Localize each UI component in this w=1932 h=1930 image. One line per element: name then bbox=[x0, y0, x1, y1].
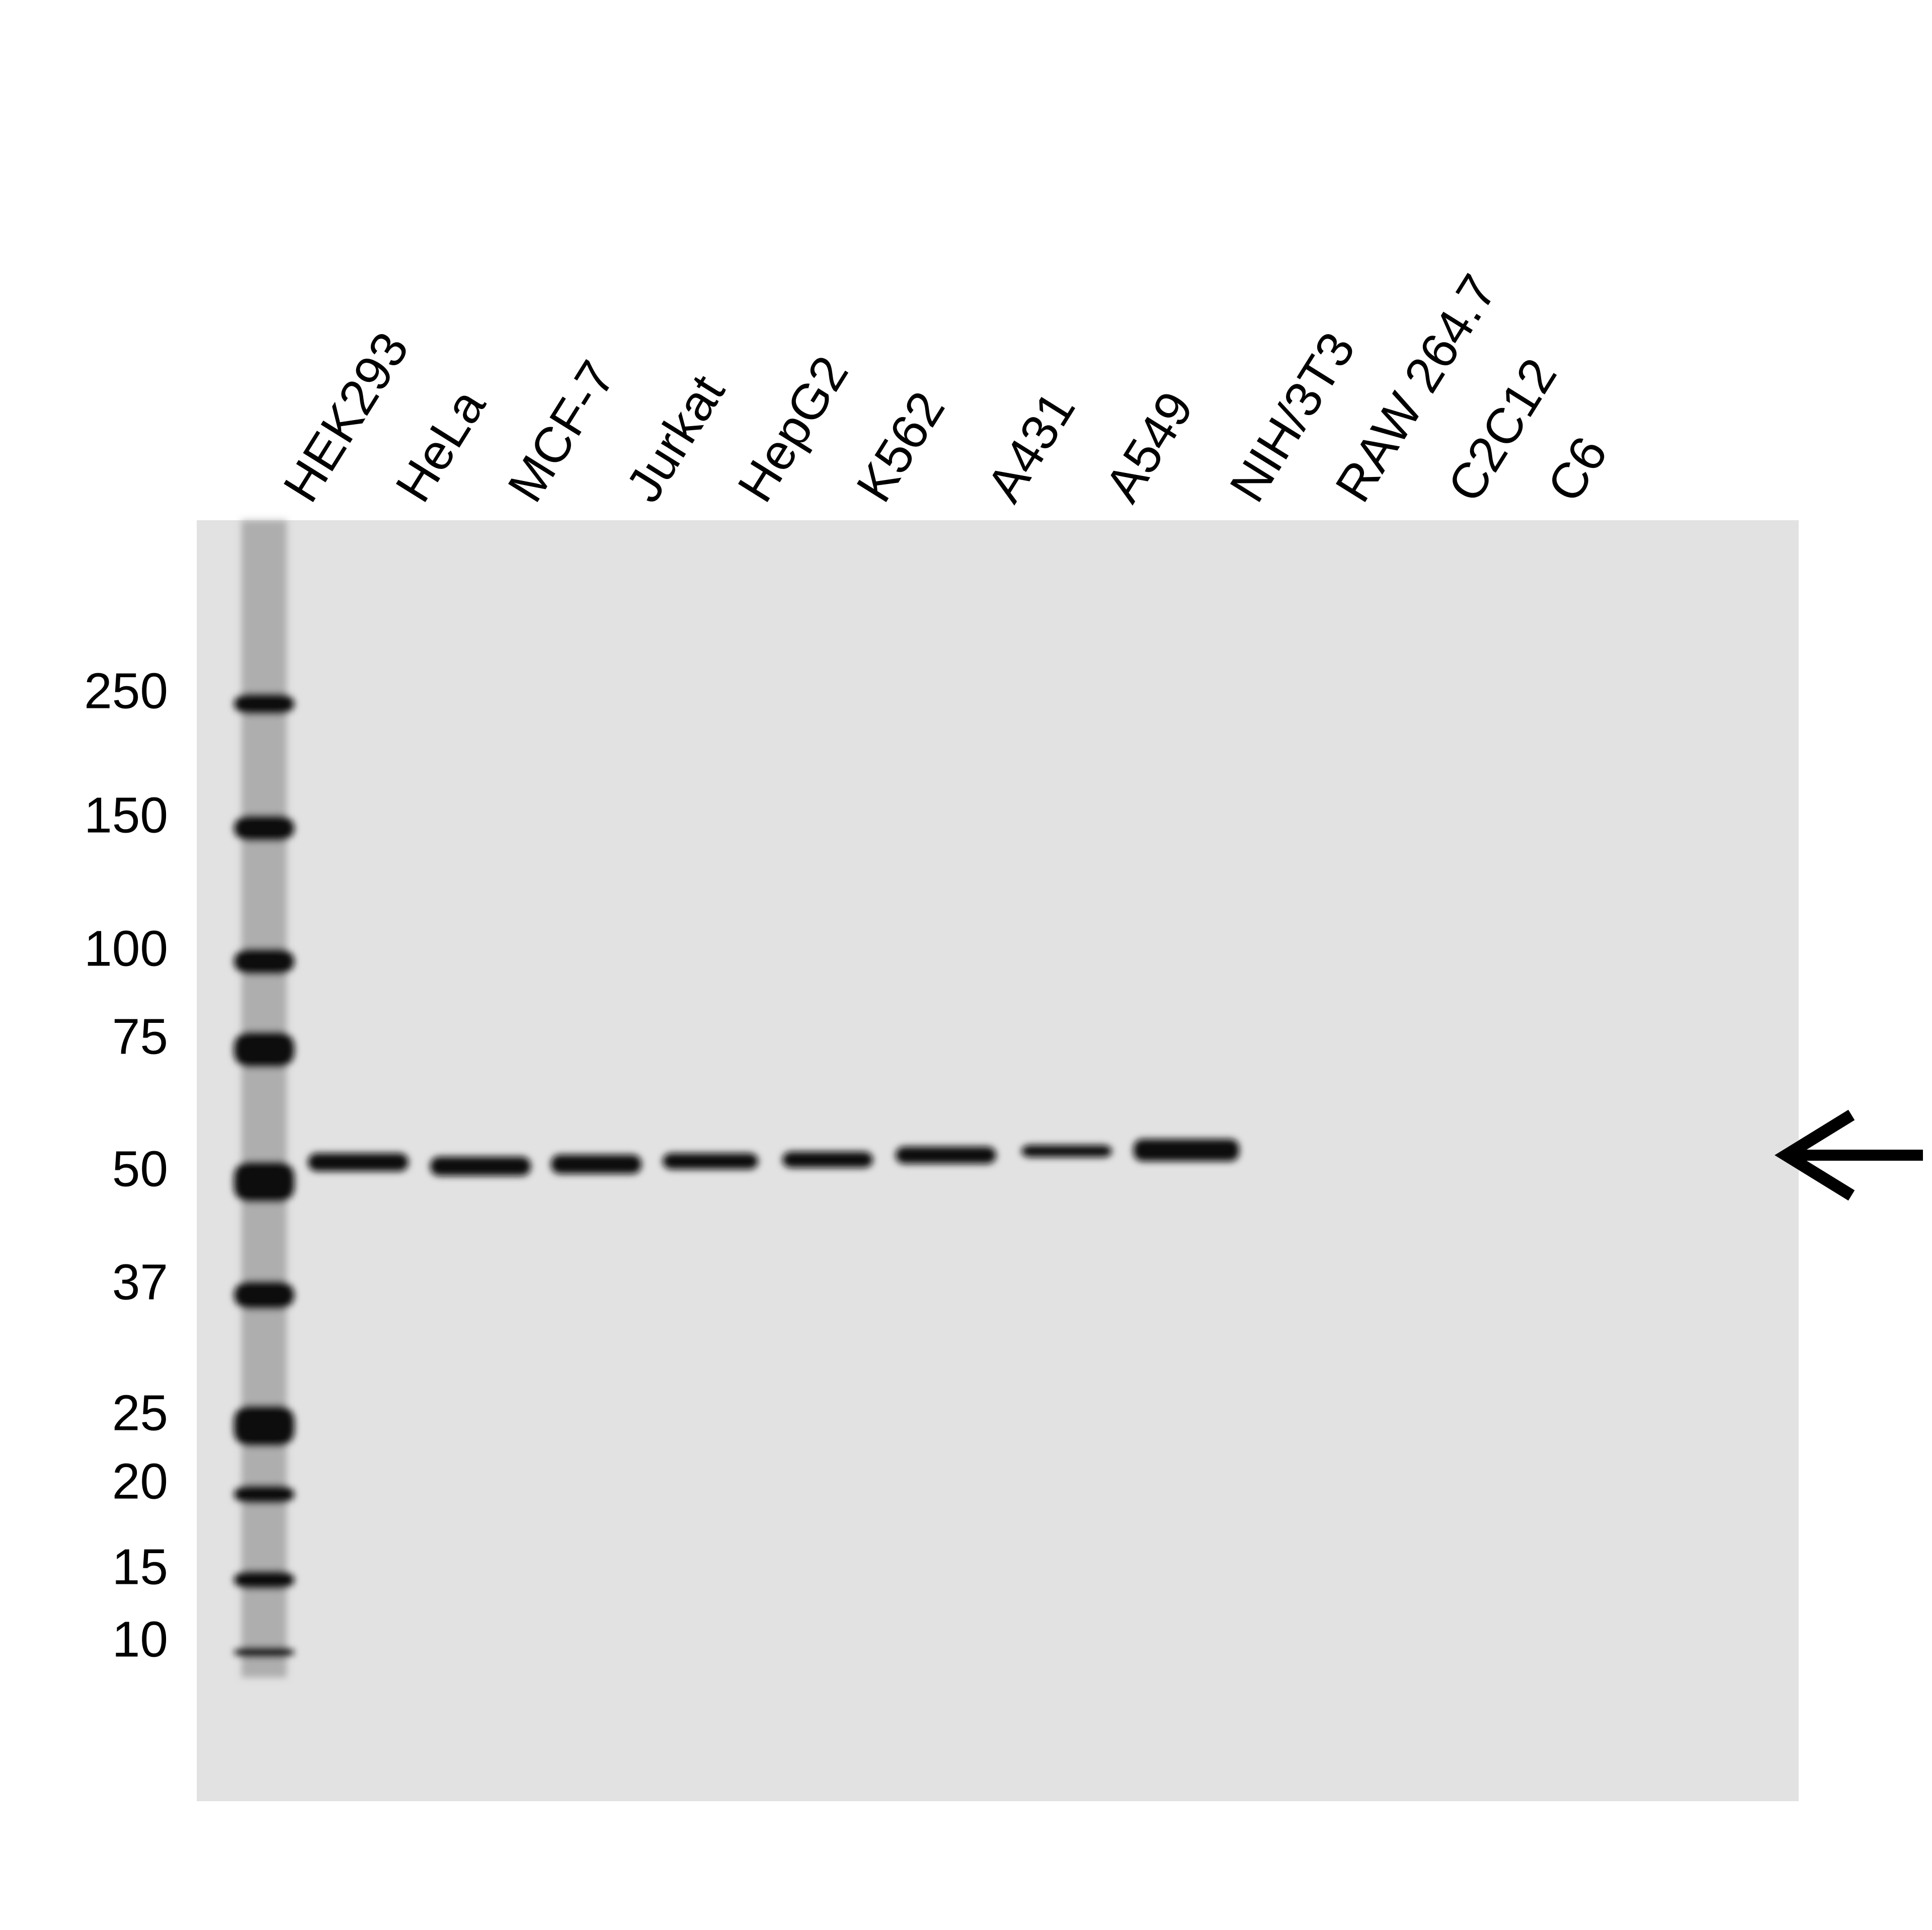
sample-bands bbox=[308, 1139, 1239, 1176]
lane-label: K562 bbox=[846, 382, 956, 511]
lane-label: A431 bbox=[976, 382, 1086, 511]
marker-label: 100 bbox=[84, 920, 168, 977]
marker-label: 20 bbox=[112, 1453, 168, 1509]
protein-band bbox=[308, 1153, 409, 1171]
marker-label: 37 bbox=[112, 1254, 168, 1310]
marker-label: 15 bbox=[112, 1539, 168, 1595]
protein-band bbox=[1021, 1145, 1112, 1157]
marker-label: 250 bbox=[84, 663, 168, 719]
marker-label: 10 bbox=[112, 1611, 168, 1667]
ladder-band bbox=[234, 949, 294, 974]
ladder-band bbox=[234, 1281, 294, 1309]
ladder-band bbox=[234, 1485, 294, 1503]
ladder bbox=[234, 520, 294, 1677]
protein-band bbox=[896, 1147, 996, 1164]
ladder-band bbox=[234, 1162, 294, 1202]
target-arrow bbox=[1775, 1109, 1923, 1201]
protein-band bbox=[782, 1152, 873, 1168]
protein-band bbox=[551, 1155, 641, 1174]
lane-label: Jurkat bbox=[615, 365, 736, 511]
ladder-band bbox=[234, 1571, 294, 1589]
protein-band bbox=[430, 1157, 531, 1176]
ladder-band bbox=[234, 1032, 294, 1067]
lane-label: A549 bbox=[1094, 382, 1204, 511]
ladder-band bbox=[234, 1648, 294, 1657]
lane-label: HepG2 bbox=[727, 347, 859, 512]
marker-label: 25 bbox=[112, 1385, 168, 1441]
ladder-band bbox=[234, 1406, 294, 1446]
lane-label: HeLa bbox=[385, 379, 497, 511]
marker-label: 50 bbox=[112, 1141, 168, 1197]
lane-label: C6 bbox=[1537, 427, 1619, 512]
protein-band bbox=[663, 1153, 758, 1169]
ladder-band bbox=[234, 816, 294, 841]
ladder-band bbox=[234, 694, 294, 714]
marker-label: 150 bbox=[84, 787, 168, 843]
marker-label: 75 bbox=[112, 1008, 168, 1065]
protein-band bbox=[1134, 1139, 1239, 1161]
lane-label: MCF-7 bbox=[497, 351, 626, 511]
